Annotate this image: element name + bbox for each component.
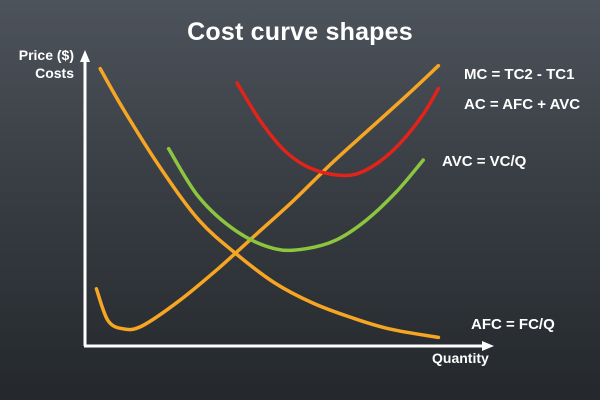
mc-curve-label: MC = TC2 - TC1 (464, 66, 575, 83)
y-axis-label-line-1: Price ($) (18, 47, 74, 63)
afc-curve-label: AFC = FC/Q (471, 316, 555, 333)
afc-curve (98, 66, 441, 340)
y-axis-label-line-2: Costs (35, 65, 74, 81)
y-axis-label: Price ($) Costs (6, 46, 74, 82)
curves-group (94, 63, 441, 340)
chart-title: Cost curve shapes (187, 18, 413, 46)
ac-curve-label: AC = AFC + AVC (464, 96, 581, 113)
mc-curve (94, 63, 441, 332)
y-axis-arrow (80, 50, 90, 62)
ac-curve (235, 81, 441, 178)
x-axis-arrow (482, 341, 494, 351)
avc-curve (166, 146, 425, 253)
avc-curve-label: AVC = VC/Q (442, 153, 527, 170)
x-axis-label: Quantity (432, 350, 489, 366)
